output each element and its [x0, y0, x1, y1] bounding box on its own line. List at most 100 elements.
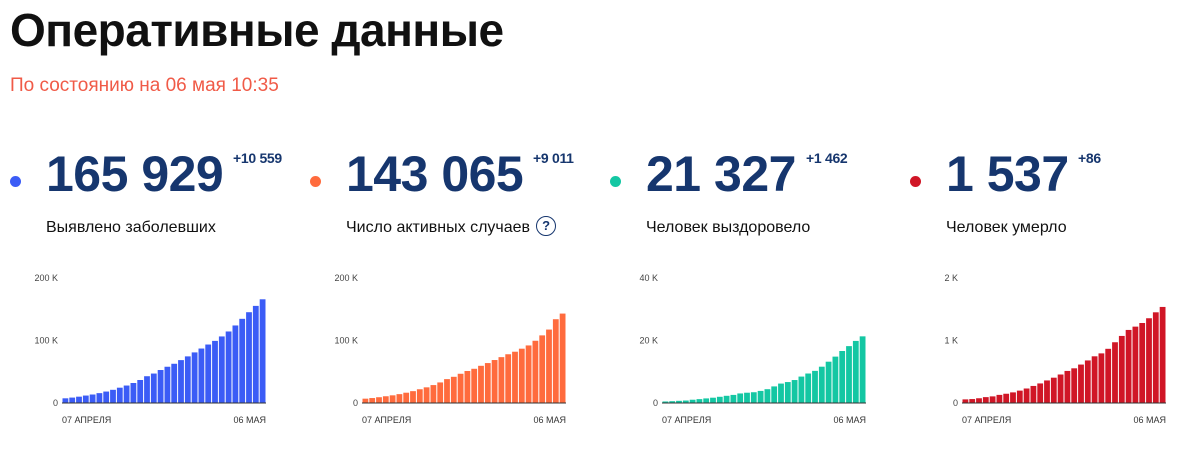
bar [1037, 383, 1044, 403]
bar [859, 336, 866, 403]
y-tick-label: 1 K [944, 336, 958, 346]
bar [491, 360, 498, 403]
bar [525, 345, 532, 403]
bar [150, 373, 157, 403]
bar [191, 352, 198, 403]
bar [1071, 368, 1078, 403]
bar [123, 385, 130, 403]
bar [832, 356, 839, 403]
x-tick-label: 07 АПРЕЛЯ [62, 415, 111, 425]
stat-card-recovered: 21 327 +1 462 Человек выздоровело 0 20 K 4… [610, 142, 900, 442]
bar [110, 389, 116, 403]
bar [376, 397, 382, 403]
last-updated-subtitle: По состоянию на 06 мая 10:35 [10, 75, 279, 96]
bar [416, 389, 423, 403]
y-tick-label: 0 [353, 398, 358, 408]
bar [69, 397, 76, 403]
bar [996, 394, 1003, 404]
bar [403, 392, 410, 403]
bar [1098, 353, 1105, 404]
bar [518, 348, 525, 403]
bar [484, 363, 491, 403]
bar [430, 385, 437, 403]
confirmed-label: Выявлено заболевших [46, 219, 216, 236]
x-tick-label: 06 МАЯ [533, 415, 566, 425]
bar [1044, 380, 1050, 403]
bar [710, 397, 716, 403]
bar [784, 382, 791, 403]
y-tick-label: 2 K [944, 273, 958, 283]
stat-card-deaths: 1 537 +86 Человек умерло 0 1 K 2 K 07 АПРЕЛ… [910, 142, 1188, 442]
bar [1105, 348, 1112, 403]
bar [184, 356, 191, 403]
x-tick-label: 07 АПРЕЛЯ [662, 415, 711, 425]
bar [362, 398, 369, 403]
deaths-chart: 0 1 K 2 K 07 АПРЕЛЯ 06 МАЯ [944, 273, 1166, 425]
bar [369, 398, 376, 403]
bar [246, 312, 252, 403]
bar [737, 393, 744, 403]
deaths-legend-dot [910, 176, 921, 187]
x-tick-label: 06 МАЯ [833, 415, 866, 425]
y-tick-label: 0 [53, 398, 58, 408]
bar [852, 340, 859, 403]
confirmed-delta: +10 559 [233, 150, 282, 166]
bar [212, 340, 218, 403]
recovered-delta: +1 462 [806, 150, 848, 166]
x-tick-label: 07 АПРЕЛЯ [962, 415, 1011, 425]
bar [198, 348, 205, 403]
deaths-total: 1 537 [946, 146, 1069, 202]
bar [969, 399, 976, 403]
active-chart: 0 100 K 200 K 07 АПРЕЛЯ 06 МАЯ [334, 273, 566, 425]
bar [76, 396, 82, 403]
bar [771, 386, 778, 403]
bar [798, 376, 805, 403]
bar [689, 399, 696, 403]
y-tick-label: 200 K [34, 273, 58, 283]
deaths-delta: +86 [1078, 150, 1101, 166]
deaths-label: Человек умерло [946, 219, 1067, 236]
bar [89, 394, 96, 403]
bar [478, 365, 484, 403]
bar [818, 366, 825, 403]
bar [218, 336, 225, 403]
bar [778, 383, 784, 403]
active-legend-dot [310, 176, 321, 187]
bar [1152, 312, 1159, 403]
bar [982, 397, 989, 404]
bar [1125, 329, 1132, 403]
bar [839, 351, 846, 403]
confirmed-chart: 0 100 K 200 K 07 АПРЕЛЯ 06 МАЯ [34, 273, 266, 425]
recovered-total: 21 327 [646, 146, 796, 202]
x-tick-label: 07 АПРЕЛЯ [362, 415, 411, 425]
bar [676, 400, 682, 403]
bar [130, 383, 137, 403]
bar [471, 368, 478, 403]
bar [457, 373, 464, 403]
y-tick-label: 200 K [334, 273, 358, 283]
bar [764, 389, 771, 403]
bar [1016, 390, 1023, 404]
bar [157, 370, 164, 403]
bar [1010, 392, 1016, 404]
y-tick-label: 0 [653, 398, 658, 408]
bar [539, 335, 546, 404]
bar [723, 395, 730, 403]
bar [164, 366, 171, 403]
bar [1084, 360, 1091, 403]
bar [846, 346, 852, 403]
bar [716, 396, 723, 403]
y-tick-label: 0 [953, 398, 958, 408]
bar [1132, 326, 1139, 404]
bar [730, 394, 737, 403]
bar [962, 399, 969, 404]
bar [696, 399, 703, 403]
active-label-row: Число активных случаев? [346, 216, 557, 238]
bar [505, 354, 512, 403]
bar [1030, 385, 1037, 403]
bar [989, 396, 996, 404]
bar [410, 391, 416, 403]
bar [1003, 393, 1010, 403]
question-circle-icon[interactable]: ? [536, 216, 557, 236]
bar [498, 357, 505, 403]
